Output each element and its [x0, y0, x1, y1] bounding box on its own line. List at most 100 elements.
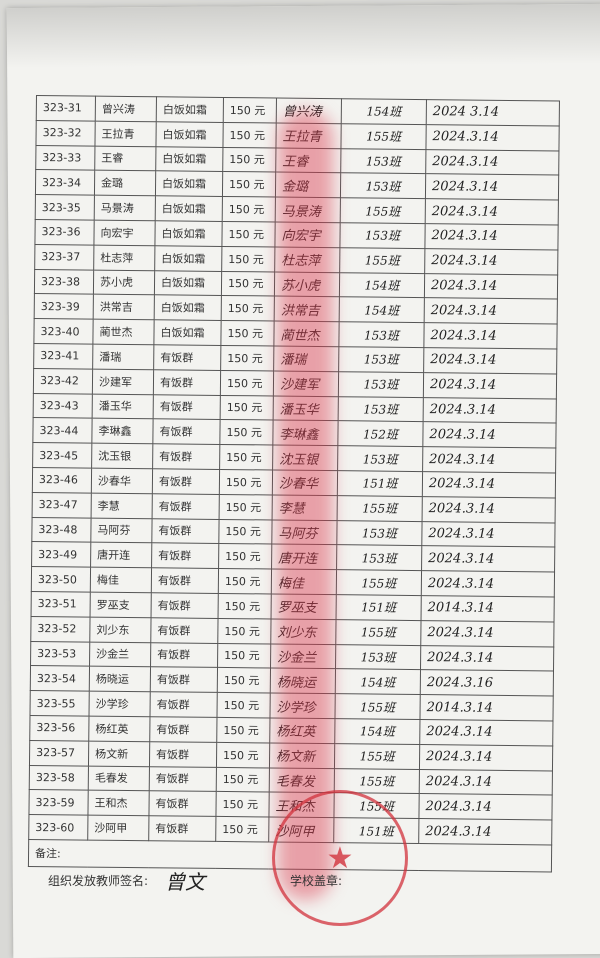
- cell-price: 150 元: [216, 766, 270, 793]
- star-icon: ★: [326, 840, 354, 876]
- cell-product: 有饭群: [152, 443, 220, 470]
- cell-id: 323-58: [29, 764, 89, 791]
- cell-name: 沙建军: [92, 368, 154, 395]
- cell-price: 150 元: [222, 196, 276, 222]
- cell-id: 323-40: [33, 318, 94, 345]
- cell-name: 王和杰: [87, 790, 150, 816]
- cell-date: 2024.3.14: [421, 570, 555, 597]
- cell-class: 151班: [336, 594, 422, 621]
- cell-id: 323-39: [34, 293, 94, 320]
- cell-name: 向宏宇: [93, 220, 156, 246]
- cell-id: 323-50: [31, 566, 91, 593]
- cell-date: 2024.3.14: [421, 545, 555, 573]
- cell-date: 2024.3.14: [422, 446, 556, 473]
- cell-class: 153班: [338, 321, 425, 348]
- cell-date: 2024.3.14: [423, 397, 557, 424]
- teacher-signature-label: 组织发放教师签名:: [48, 874, 149, 888]
- cell-id: 323-53: [30, 641, 90, 667]
- cell-date: 2024.3.14: [419, 744, 553, 771]
- cell-id: 323-49: [31, 541, 91, 568]
- cell-price: 150 元: [221, 295, 275, 322]
- cell-product: 有饭群: [151, 567, 219, 594]
- cell-product: 有饭群: [149, 766, 217, 792]
- cell-id: 323-48: [31, 517, 92, 543]
- cell-price: 150 元: [219, 444, 273, 470]
- cell-name: 唐开连: [90, 542, 152, 568]
- cell-id: 323-43: [33, 393, 93, 419]
- cell-name: 潘瑞: [92, 344, 154, 370]
- cell-id: 323-37: [34, 244, 94, 270]
- cell-name: 杜志萍: [93, 244, 155, 271]
- cell-id: 323-36: [34, 219, 95, 245]
- cell-id: 323-44: [32, 417, 93, 444]
- cell-date: 2024.3.14: [424, 223, 559, 250]
- cell-class: 153班: [339, 222, 426, 249]
- cell-class: 154班: [334, 718, 420, 745]
- cell-class: 153班: [335, 644, 421, 670]
- cell-date: 2024.3.14: [422, 496, 556, 523]
- cell-class: 155班: [340, 123, 427, 150]
- cell-product: 白饭如霜: [155, 195, 223, 222]
- cell-date: 2014.3.14: [421, 595, 555, 622]
- cell-name: 李慧: [91, 492, 153, 519]
- cell-price: 150 元: [215, 816, 269, 842]
- cell-date: 2024.3.14: [420, 620, 555, 647]
- cell-class: 155班: [336, 569, 422, 596]
- cell-product: 有饭群: [148, 815, 216, 842]
- cell-price: 150 元: [218, 518, 273, 545]
- cell-product: 有饭群: [150, 642, 218, 668]
- cell-price: 150 元: [217, 642, 271, 669]
- cell-price: 150 元: [221, 246, 275, 272]
- cell-date: 2024.3.14: [420, 645, 554, 672]
- cell-price: 150 元: [218, 593, 272, 619]
- school-stamp: ★: [272, 790, 408, 926]
- cell-product: 有饭群: [150, 617, 219, 643]
- cell-product: 白饭如霜: [154, 245, 222, 272]
- cell-name: 罗巫支: [90, 592, 152, 618]
- cell-product: 白饭如霜: [154, 220, 223, 247]
- cell-id: 323-59: [28, 789, 89, 816]
- cell-product: 有饭群: [149, 741, 217, 767]
- cell-product: 有饭群: [151, 518, 220, 544]
- cell-date: 2024.3.14: [425, 173, 559, 201]
- cell-class: 154班: [339, 297, 425, 323]
- cell-name: 沙金兰: [89, 641, 151, 668]
- cell-name: 沙学珍: [88, 691, 151, 717]
- cell-product: 有饭群: [151, 592, 219, 619]
- cell-id: 323-47: [32, 492, 92, 518]
- cell-date: 2024.3.14: [421, 521, 556, 548]
- cell-price: 150 元: [216, 717, 270, 743]
- cell-price: 150 元: [217, 618, 272, 644]
- cell-name: 苏小虎: [93, 269, 155, 296]
- cell-name: 杨晓运: [89, 666, 151, 692]
- cell-id: 323-56: [29, 715, 89, 741]
- cell-product: 有饭群: [151, 543, 219, 569]
- cell-product: 有饭群: [149, 716, 217, 743]
- cell-name: 梅佳: [90, 567, 152, 593]
- cell-price: 150 元: [221, 271, 275, 297]
- cell-product: 有饭群: [150, 667, 218, 693]
- cell-product: 白饭如霜: [156, 96, 224, 123]
- cell-class: 153班: [337, 445, 423, 472]
- cell-price: 150 元: [222, 122, 277, 148]
- cell-product: 有饭群: [153, 344, 221, 371]
- cell-class: 155班: [335, 619, 422, 646]
- cell-price: 150 元: [218, 568, 272, 594]
- cell-product: 有饭群: [148, 791, 217, 817]
- cell-id: 323-38: [34, 269, 94, 295]
- cell-name: 杨文新: [88, 740, 150, 767]
- cell-price: 150 元: [222, 147, 276, 173]
- cell-price: 150 元: [219, 419, 274, 446]
- cell-id: 323-52: [30, 616, 91, 642]
- cell-id: 323-32: [35, 120, 96, 146]
- cell-name: 蔺世杰: [92, 319, 155, 345]
- cell-product: 有饭群: [149, 691, 218, 718]
- cell-date: 2024.3.14: [423, 372, 557, 399]
- cell-price: 150 元: [220, 345, 274, 371]
- cell-name: 马阿芬: [90, 517, 153, 544]
- cell-id: 323-55: [30, 690, 90, 717]
- cell-id: 323-57: [29, 740, 89, 766]
- cell-name: 曾兴涛: [95, 96, 157, 122]
- cell-id: 323-31: [36, 95, 96, 121]
- cell-class: 153班: [338, 396, 424, 422]
